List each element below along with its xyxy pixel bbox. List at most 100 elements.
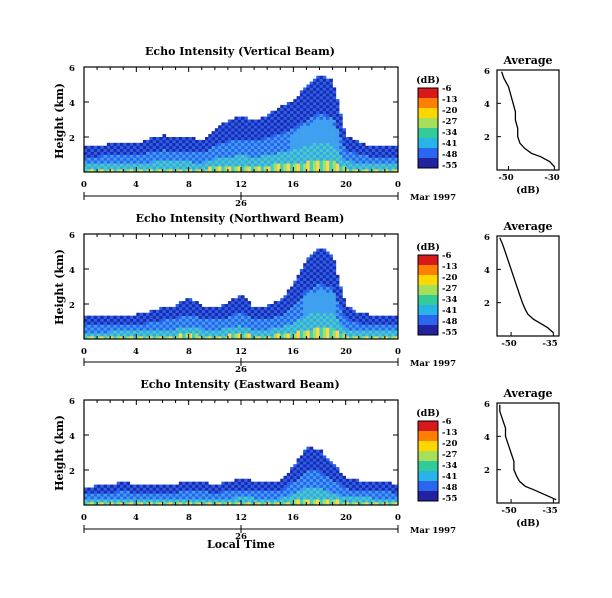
heatmap-cell bbox=[342, 131, 346, 135]
heatmap-cell bbox=[185, 327, 189, 331]
heatmap-cell bbox=[237, 487, 242, 491]
heatmap-cell bbox=[159, 490, 163, 494]
heatmap-cell bbox=[355, 490, 360, 494]
heatmap-cell bbox=[97, 154, 101, 158]
heatmap-cell bbox=[227, 496, 232, 500]
heatmap-cell bbox=[329, 461, 333, 465]
heatmap-cell bbox=[198, 336, 203, 340]
heatmap-cell bbox=[296, 107, 301, 112]
heatmap-cell bbox=[129, 324, 134, 328]
heatmap-cell bbox=[391, 336, 396, 340]
heatmap-cell bbox=[329, 470, 333, 474]
heatmap-cell bbox=[378, 481, 382, 485]
x-tick-label: 20 bbox=[340, 180, 352, 190]
heatmap-cell bbox=[221, 306, 225, 311]
heatmap-cell bbox=[286, 301, 291, 305]
heatmap-cell bbox=[280, 151, 284, 155]
heatmap-cell bbox=[312, 295, 317, 299]
heatmap-cell bbox=[234, 309, 239, 314]
heatmap-cell bbox=[335, 304, 340, 308]
heatmap-cell bbox=[113, 330, 118, 334]
heatmap-cell bbox=[273, 321, 278, 325]
heatmap-cell bbox=[342, 496, 346, 500]
heatmap-cell bbox=[293, 107, 297, 112]
heatmap-cell bbox=[201, 330, 206, 334]
heatmap-cell bbox=[270, 487, 275, 491]
heatmap-cell bbox=[283, 304, 288, 308]
heatmap-cell bbox=[254, 125, 258, 129]
heatmap-cell bbox=[362, 160, 366, 164]
heatmap-cell bbox=[319, 266, 324, 270]
heatmap-cell bbox=[84, 321, 88, 325]
heatmap-cell bbox=[312, 327, 317, 331]
heatmap-cell bbox=[345, 157, 350, 161]
heatmap-cell bbox=[280, 148, 284, 152]
heatmap-cell bbox=[303, 295, 307, 299]
heatmap-cell bbox=[100, 151, 104, 155]
heatmap-cell bbox=[345, 166, 350, 170]
colorbar-swatch bbox=[418, 285, 438, 296]
heatmap-cell bbox=[332, 493, 337, 497]
heatmap-cell bbox=[244, 481, 248, 485]
heatmap-cell bbox=[195, 163, 199, 167]
heatmap-cell bbox=[290, 499, 294, 503]
heatmap-cell bbox=[293, 472, 297, 477]
heatmap-cell bbox=[332, 321, 337, 325]
heatmap-cell bbox=[329, 78, 333, 82]
heatmap-cell bbox=[231, 169, 235, 173]
heatmap-cell bbox=[322, 283, 327, 287]
heatmap-cell bbox=[293, 470, 297, 474]
heatmap-cell bbox=[394, 160, 399, 164]
heatmap-cell bbox=[381, 330, 386, 334]
heatmap-cell bbox=[312, 260, 317, 264]
heatmap-cell bbox=[175, 499, 180, 503]
heatmap-cell bbox=[142, 327, 147, 331]
heatmap-cell bbox=[309, 154, 314, 158]
heatmap-cell bbox=[322, 78, 327, 82]
heatmap-cell bbox=[224, 139, 229, 144]
heatmap-cell bbox=[113, 336, 118, 340]
heatmap-cell bbox=[247, 134, 252, 138]
heatmap-cell bbox=[293, 122, 297, 126]
heatmap-cell bbox=[326, 84, 330, 88]
heatmap-cell bbox=[342, 151, 346, 155]
heatmap-cell bbox=[306, 87, 310, 91]
heatmap-cell bbox=[296, 333, 301, 337]
heatmap-cell bbox=[394, 333, 399, 337]
heatmap-cell bbox=[106, 157, 111, 161]
heatmap-cell bbox=[234, 142, 239, 147]
heatmap-cell bbox=[142, 160, 147, 164]
heatmap-cell bbox=[299, 148, 304, 152]
heatmap-cell bbox=[355, 327, 360, 331]
heatmap-cell bbox=[191, 484, 196, 488]
heatmap-cell bbox=[293, 493, 297, 497]
heatmap-cell bbox=[293, 151, 297, 155]
heatmap-cell bbox=[312, 315, 317, 319]
heatmap-cell bbox=[205, 484, 209, 488]
heatmap-cell bbox=[152, 315, 157, 319]
heatmap-cell bbox=[224, 315, 229, 319]
heatmap-cell bbox=[133, 324, 137, 328]
heatmap-cell bbox=[303, 154, 307, 158]
heatmap-cell bbox=[326, 324, 330, 328]
heatmap-cell bbox=[267, 490, 271, 494]
heatmap-cell bbox=[93, 330, 98, 334]
heatmap-cell bbox=[329, 269, 333, 273]
heatmap-cell bbox=[290, 333, 294, 337]
heatmap-cell bbox=[306, 269, 310, 273]
heatmap-cell bbox=[195, 324, 199, 328]
heatmap-cell bbox=[162, 484, 167, 488]
heatmap-cell bbox=[303, 327, 307, 331]
heatmap-cell bbox=[254, 148, 258, 152]
heatmap-cell bbox=[195, 333, 199, 337]
heatmap-cell bbox=[103, 163, 108, 167]
heatmap-cell bbox=[276, 330, 281, 334]
heatmap-cell bbox=[342, 169, 346, 173]
heatmap-cell bbox=[195, 484, 199, 488]
heatmap-cell bbox=[312, 280, 317, 284]
heatmap-cell bbox=[371, 496, 376, 500]
heatmap-cell bbox=[87, 163, 91, 167]
heatmap-cell bbox=[303, 333, 307, 337]
heatmap-cell bbox=[309, 151, 314, 155]
heatmap-cell bbox=[260, 151, 265, 155]
